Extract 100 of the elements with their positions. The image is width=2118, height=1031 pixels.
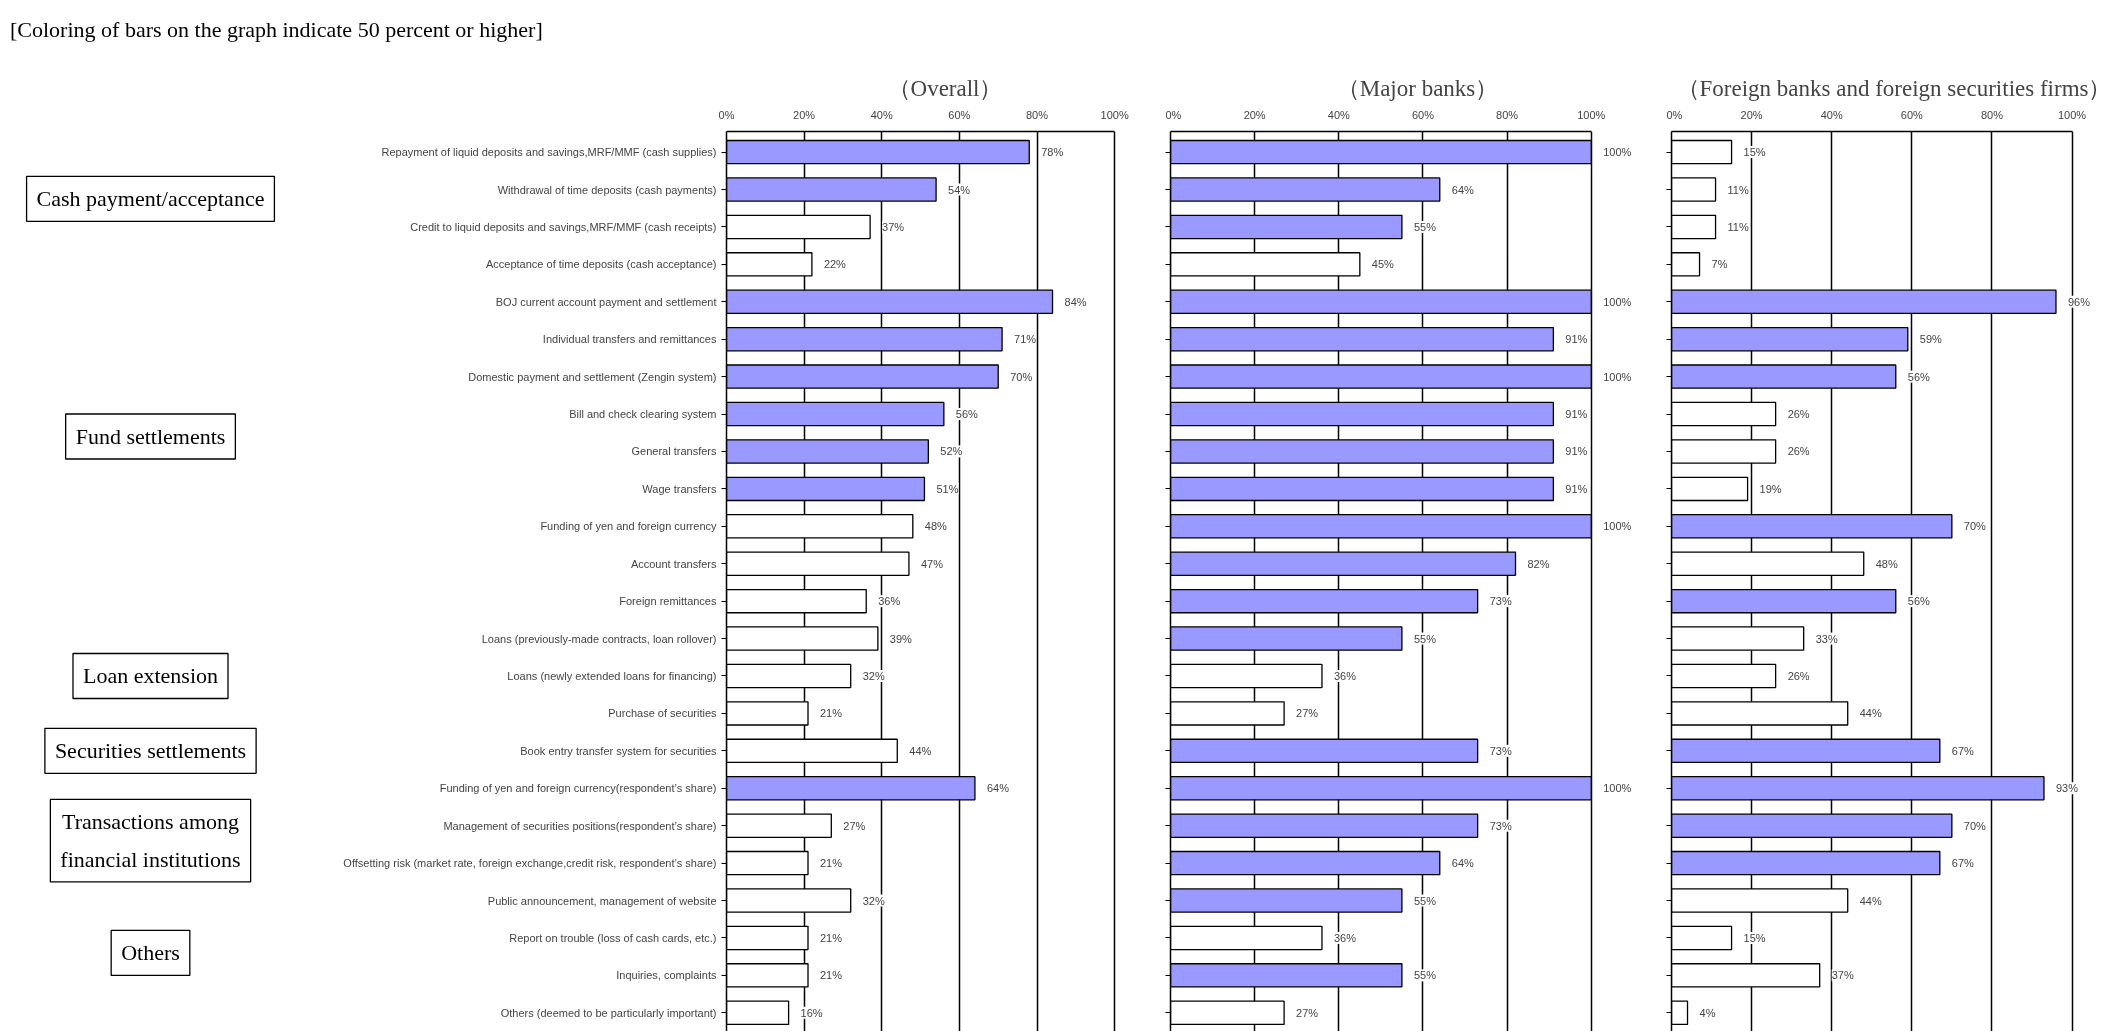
y-tick-label: Others (deemed to be particularly important) — [500, 1006, 717, 1019]
data-label: 100% — [1603, 520, 1632, 533]
x-tick-label: 20% — [1243, 108, 1266, 121]
y-tick-label: Withdrawal of time deposits (cash payments) — [497, 183, 717, 196]
data-label: 67% — [1951, 744, 1975, 757]
data-label: 54% — [948, 183, 971, 196]
data-label: 15% — [1743, 931, 1766, 944]
text: Fund settlements — [75, 423, 226, 449]
data-label: 96% — [2067, 295, 2091, 308]
data-label: 100% — [1603, 295, 1632, 308]
x-tick-label: 100% — [1577, 108, 1606, 121]
data-label: 21% — [820, 931, 843, 944]
chart-title: （Overall） — [887, 75, 1003, 101]
data-label: 64% — [1451, 183, 1475, 196]
data-label: 26% — [1787, 408, 1810, 421]
data-label: 55% — [1413, 894, 1437, 907]
text: Transactions among financial institutions — [60, 809, 241, 872]
data-label: 7% — [1711, 258, 1728, 271]
data-label: 91% — [1565, 408, 1588, 421]
x-tick-label: 20% — [1740, 108, 1763, 121]
data-label: 44% — [909, 744, 932, 757]
data-label: 100% — [1603, 146, 1632, 159]
data-label: 78% — [1041, 146, 1064, 159]
y-tick-label: Purchase of securities — [608, 707, 717, 720]
data-label: 55% — [1413, 220, 1437, 233]
y-tick-label: Report on trouble (loss of cash cards, etc.) — [509, 931, 717, 944]
data-label: 15% — [1743, 146, 1766, 159]
data-label: 36% — [1333, 931, 1357, 944]
x-tick-label: 100% — [2057, 108, 2087, 121]
x-tick-label: 80% — [1496, 108, 1519, 121]
x-tick-label: 60% — [1900, 108, 1924, 121]
x-tick-label: 80% — [1980, 108, 2004, 121]
data-label: 70% — [1963, 819, 1987, 832]
y-tick-label: Individual transfers and remittances — [542, 333, 717, 346]
data-label: 47% — [920, 557, 944, 570]
data-label: 45% — [1371, 258, 1395, 271]
y-tick-label: Funding of yen and foreign currency — [540, 520, 717, 533]
y-tick-label: Loans (newly extended loans for financing) — [507, 669, 717, 682]
data-label: 27% — [1296, 1006, 1319, 1019]
data-label: 59% — [1919, 333, 1943, 346]
data-label: 4% — [1699, 1006, 1716, 1019]
y-tick-label: Management of securities positions(respondent’s share) — [443, 819, 717, 832]
data-label: 64% — [986, 782, 1010, 795]
data-label: 93% — [2055, 782, 2079, 795]
data-label: 36% — [878, 595, 901, 608]
text: Securities settlements — [54, 738, 247, 764]
y-tick-label: Foreign remittances — [619, 595, 717, 608]
y-tick-label: Funding of yen and foreign currency(respondent’s share) — [439, 782, 717, 795]
data-label: 39% — [889, 632, 913, 645]
x-tick-label: 40% — [1327, 108, 1351, 121]
x-tick-label: 20% — [793, 108, 816, 121]
y-tick-label: Repayment of liquid deposits and savings,MRF/MMF (cash supplies) — [381, 146, 717, 159]
data-label: 27% — [843, 819, 866, 832]
y-tick-label: Wage transfers — [642, 482, 717, 495]
x-tick-label: 0% — [1165, 108, 1182, 121]
data-label: 55% — [1413, 969, 1437, 982]
data-label: 32% — [862, 894, 885, 907]
data-label: 21% — [820, 969, 843, 982]
y-tick-label: Offsetting risk (market rate, foreign exchange,credit risk, respondent’s share) — [343, 857, 717, 870]
data-label: 26% — [1787, 669, 1810, 682]
x-tick-label: 0% — [1666, 108, 1683, 121]
data-label: 91% — [1565, 445, 1588, 458]
y-tick-label: Loans (previously-made contracts, loan rollover) — [481, 632, 717, 645]
data-label: 44% — [1859, 707, 1882, 720]
data-label: 11% — [1727, 220, 1749, 233]
text: Loan extension — [82, 663, 219, 689]
data-label: 70% — [1010, 370, 1033, 383]
y-tick-label: Credit to liquid deposits and savings,MRF/MMF (cash receipts) — [410, 220, 717, 233]
data-label: 73% — [1489, 744, 1512, 757]
data-label: 55% — [1413, 632, 1437, 645]
data-label: 100% — [1603, 782, 1632, 795]
data-label: 82% — [1527, 557, 1550, 570]
data-label: 71% — [1014, 333, 1037, 346]
data-label: 56% — [1907, 370, 1931, 383]
data-label: 22% — [823, 258, 847, 271]
x-tick-label: 100% — [1100, 108, 1129, 121]
data-label: 56% — [955, 408, 979, 421]
data-label: 48% — [924, 520, 948, 533]
y-tick-label: Bill and check clearing system — [569, 408, 717, 421]
data-label: 48% — [1875, 557, 1898, 570]
x-tick-label: 0% — [718, 108, 735, 121]
y-tick-label: General transfers — [631, 445, 717, 458]
data-label: 33% — [1815, 632, 1838, 645]
data-label: 51% — [936, 482, 959, 495]
chart-title: （Foreign banks and foreign securities firms） — [1676, 75, 2112, 101]
chart-title: （Major banks） — [1336, 75, 1499, 101]
data-label: 27% — [1296, 707, 1319, 720]
x-tick-label: 60% — [1411, 108, 1435, 121]
y-tick-label: Acceptance of time deposits (cash acceptance) — [485, 258, 717, 271]
x-tick-label: 60% — [948, 108, 971, 121]
x-tick-label: 80% — [1026, 108, 1049, 121]
data-label: 52% — [940, 445, 963, 458]
data-label: 73% — [1489, 819, 1512, 832]
data-label: 26% — [1787, 445, 1810, 458]
y-tick-label: Inquiries, complaints — [616, 969, 717, 982]
data-label: 70% — [1963, 520, 1987, 533]
data-label: 84% — [1064, 295, 1087, 308]
text: Others — [121, 940, 180, 966]
data-label: 67% — [1951, 857, 1975, 870]
data-label: 91% — [1565, 333, 1588, 346]
